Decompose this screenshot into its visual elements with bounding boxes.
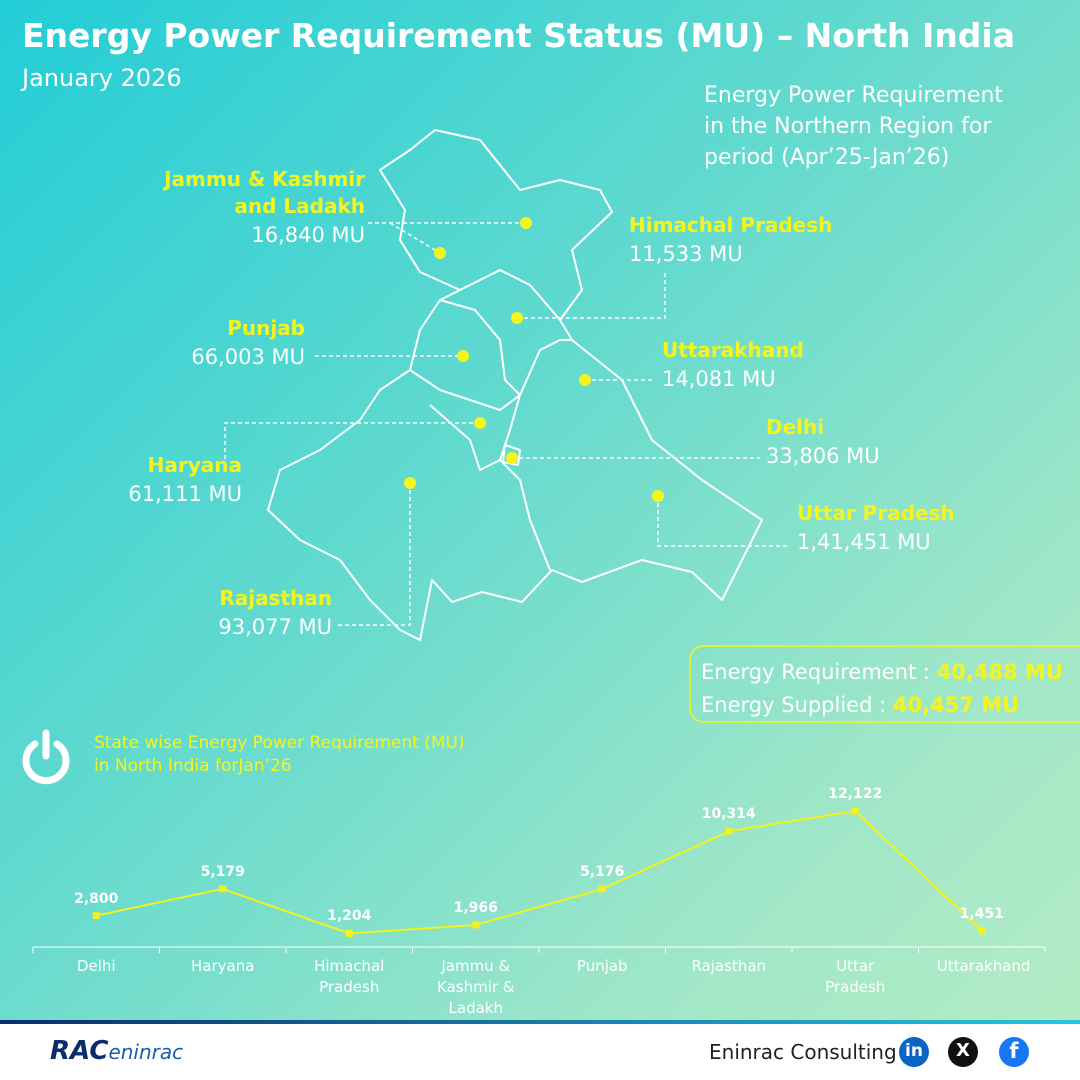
x-tick-label: Uttarakhand [936,957,1031,975]
state-label: Delhi 33,806 MU [766,414,880,471]
state-name: Uttar Pradesh [797,501,955,525]
state-label: Punjab 66,003 MU [191,315,305,372]
logo: RACeninrac [50,1036,183,1066]
linkedin-icon[interactable] [899,1037,929,1067]
facebook-label[interactable]: f [1009,1039,1019,1063]
data-label: 2,800 [74,890,119,907]
state-name: and Ladakh [234,194,365,218]
point [978,927,986,935]
state-value: 11,533 MU [629,242,743,266]
caption-line: period (Apr’25-Jan’26) [704,145,950,170]
state-name: Punjab [227,316,305,340]
state-label: Haryana 61,111 MU [128,452,242,509]
state-value: 61,111 MU [128,482,242,506]
logo-rac: RAC [50,1036,109,1066]
summary: Energy Requirement : 40,488 MU Energy Sup… [701,656,1063,722]
chart-title-line: in North India forJan’26 [94,756,292,776]
state-name: Jammu & Kashmir [164,167,365,191]
state-value: 66,003 MU [191,345,305,369]
power-icon [22,729,70,785]
facebook-icon[interactable] [999,1037,1029,1067]
caption-line: Energy Power Requirement [704,83,1004,108]
state-label: Uttarakhand 14,081 MU [662,337,804,394]
state-name: Rajasthan [219,586,332,610]
point [219,885,227,893]
data-label: 1,204 [327,908,372,925]
state-name: Uttarakhand [662,338,804,362]
summary-row: Energy Requirement : 40,488 MU [701,656,1063,689]
linkedin-label[interactable]: in [905,1041,923,1061]
chart-title: State wise Energy Power Requirement (MU)… [94,732,465,778]
state-label: Jammu & Kashmir and Ladakh 16,840 MU [164,166,365,250]
data-label: 5,176 [580,863,625,880]
x-tick-label: Himachal Pradesh [314,957,385,996]
chart-title-line: State wise Energy Power Requirement (MU) [94,733,465,753]
x-label[interactable]: X [956,1040,970,1061]
summary-row: Energy Supplied : 40,457 MU [701,689,1063,722]
x-icon[interactable] [948,1037,978,1067]
x-tick-label: Rajasthan [691,957,767,975]
state-name: Delhi [766,415,825,439]
state-name: Himachal Pradesh [629,213,833,237]
logo-eninrac: eninrac [108,1040,184,1064]
line [96,809,983,935]
data-label: 1,451 [959,905,1004,922]
x-tick-label: Uttar Pradesh [825,957,886,996]
x-tick-label: Haryana [191,957,255,975]
map-dots [404,217,664,502]
summary-value: 40,488 MU [936,660,1063,684]
point [92,912,100,920]
leader-lines [224,222,790,626]
x-tick-label: Delhi [76,957,116,975]
point [472,921,480,929]
brand: Eninrac Consulting [709,1040,897,1064]
point [851,807,859,815]
data-label: 1,966 [453,899,498,916]
x-tick-label: Punjab [576,957,628,975]
data-label: 5,179 [200,863,245,880]
footer-stripe [0,1020,1080,1024]
point [345,929,353,937]
data-label: 12,122 [828,786,883,802]
point [598,885,606,893]
state-label: Uttar Pradesh 1,41,451 MU [797,500,955,557]
state-value: 16,840 MU [251,223,365,247]
summary-label: Energy Supplied : [701,693,893,717]
state-label: Rajasthan 93,077 MU [218,585,332,642]
summary-label: Energy Requirement : [701,660,937,684]
title: Energy Power Requirement Status (MU) – N… [22,16,1015,55]
summary-box [689,645,1080,723]
subtitle: January 2026 [22,64,182,92]
map-outline [267,129,763,641]
state-value: 1,41,451 MU [797,530,931,554]
line-chart [32,807,1046,953]
state-name: Haryana [147,453,242,477]
state-value: 14,081 MU [662,367,776,391]
x-tick-label: Jammu & Kashmir & Ladakh [437,957,515,1017]
state-value: 33,806 MU [766,444,880,468]
map-caption: Energy Power Requirement in the Northern … [704,80,1003,173]
state-label: Himachal Pradesh 11,533 MU [629,212,832,269]
state-value: 93,077 MU [218,615,332,639]
data-label: 10,314 [701,806,756,823]
caption-line: in the Northern Region for [704,114,992,139]
point [725,827,733,835]
summary-value: 40,457 MU [892,693,1020,717]
